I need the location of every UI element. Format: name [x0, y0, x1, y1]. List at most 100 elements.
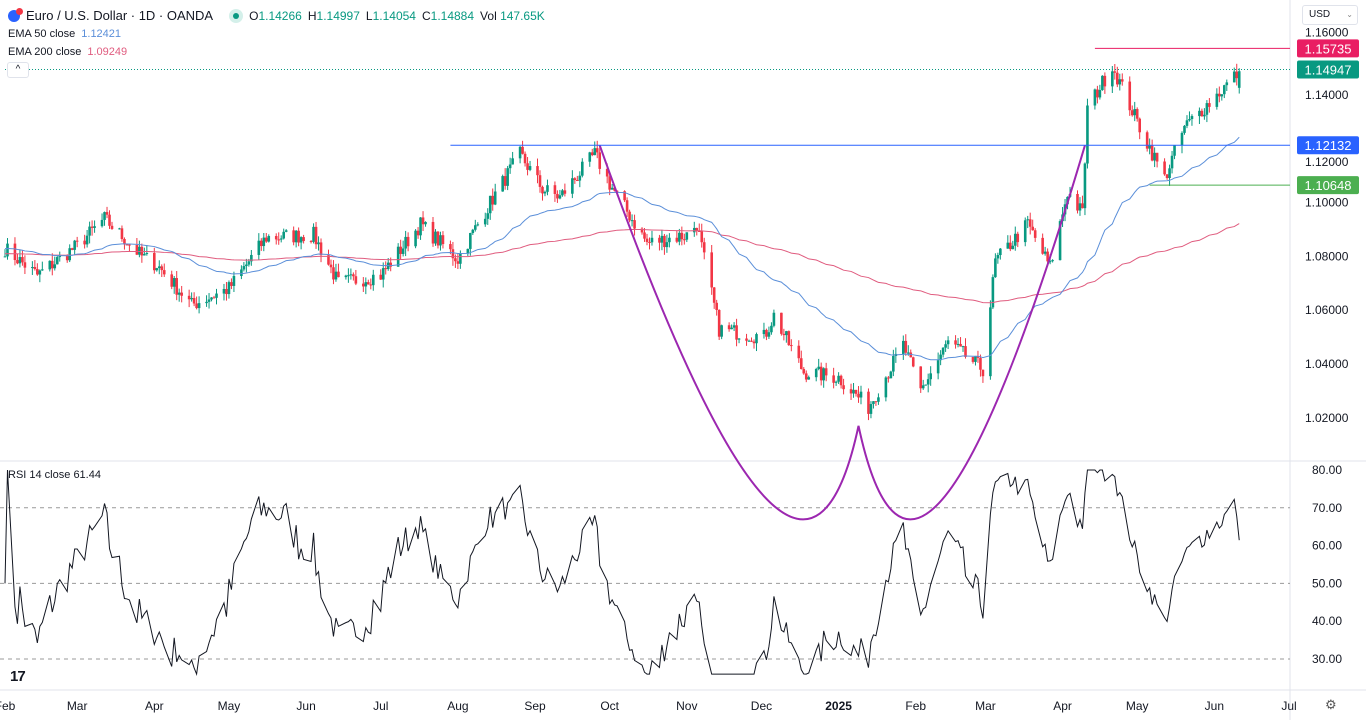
ema50-line [4, 136, 1240, 361]
candle-body [319, 242, 323, 256]
candle-body [571, 178, 574, 194]
candle-body [93, 226, 96, 228]
ema200-label: EMA 200 close [8, 46, 82, 58]
candle-body [1011, 245, 1015, 250]
candle-body [767, 332, 771, 337]
candle-body [623, 191, 626, 201]
candle-body [1033, 230, 1037, 238]
currency-select[interactable]: USD ⌄ [1302, 5, 1358, 25]
candle-body [404, 236, 407, 249]
time-tick-label: Feb [905, 699, 926, 713]
collapse-legend-button[interactable]: ^ [7, 62, 29, 78]
price-tick-label: 1.12000 [1305, 155, 1349, 169]
candle-body [175, 278, 178, 295]
eur-usd-flag-icon [8, 7, 23, 22]
candle-body [1111, 71, 1114, 87]
tradingview-logo-icon[interactable]: 17 [10, 668, 26, 685]
candle-body [192, 297, 196, 304]
price-tick-label: 1.08000 [1305, 249, 1349, 263]
candle-body [1138, 118, 1141, 133]
candle-body [279, 238, 283, 240]
candle-body [508, 164, 512, 169]
candle-body [441, 235, 445, 245]
ema50-value: 1.12421 [81, 28, 122, 40]
candle-body [250, 254, 253, 262]
candle-body [683, 239, 686, 241]
candle-body [83, 240, 86, 245]
candle-body [207, 299, 211, 302]
candle-body [439, 235, 442, 246]
currency-label: USD [1309, 9, 1331, 20]
candle-body [1237, 71, 1241, 88]
rsi-tick-label: 80.00 [1312, 463, 1342, 477]
candle-body [21, 257, 24, 263]
candle-body [541, 186, 544, 194]
candle-body [138, 246, 141, 255]
candle-body [309, 241, 313, 243]
candle-body [817, 366, 820, 370]
candle-body [379, 274, 383, 280]
ohlc-high: H1.14997 [307, 8, 360, 23]
candle-body [284, 230, 288, 232]
candle-body [556, 193, 559, 199]
candle-body [630, 220, 634, 222]
level-price-label: 1.15735 [1305, 41, 1352, 56]
candle-body [369, 284, 373, 286]
candle-body [727, 325, 731, 330]
candle-body [581, 161, 584, 176]
chart-legend: Euro / U.S. Dollar · 1D · OANDA O1.14266… [8, 6, 545, 61]
candle-body [518, 146, 522, 159]
level-price-badge [1297, 176, 1359, 195]
time-tick-label: Jun [1205, 699, 1224, 713]
candle-body [297, 230, 300, 243]
ema50-label: EMA 50 close [8, 28, 76, 40]
candle-body [58, 255, 62, 258]
candle-body [939, 354, 942, 361]
candle-body [50, 260, 54, 269]
candle-body [735, 325, 738, 340]
candle-body [294, 230, 298, 243]
time-tick-label: Apr [1053, 699, 1072, 713]
settings-gear-icon[interactable]: ⚙ [1325, 697, 1337, 712]
candle-body [802, 369, 806, 374]
candle-body [770, 325, 773, 333]
ema200-legend[interactable]: EMA 200 close 1.09249 [8, 43, 545, 61]
candle-body [23, 262, 27, 268]
candle-body [807, 377, 811, 380]
candle-body [787, 331, 791, 346]
symbol-title[interactable]: Euro / U.S. Dollar · 1D · OANDA [26, 8, 214, 23]
candle-body [797, 345, 801, 359]
candle-body [814, 369, 818, 378]
candle-body [347, 275, 350, 277]
candle-body [712, 287, 716, 303]
candle-body [362, 283, 365, 287]
candle-body [745, 338, 748, 341]
rsi-tick-label: 50.00 [1312, 576, 1342, 590]
candle-body [1006, 242, 1010, 249]
price-tick-label: 1.06000 [1305, 303, 1349, 317]
candle-body [436, 231, 440, 246]
candle-body [648, 241, 651, 243]
candle-body [523, 153, 527, 164]
candle-body [1023, 220, 1027, 243]
candle-body [852, 389, 855, 394]
candle-body [904, 340, 908, 353]
candle-body [750, 340, 753, 342]
candle-body [1168, 168, 1171, 179]
candle-body [857, 393, 860, 398]
candle-body [55, 257, 59, 265]
candle-body [205, 301, 208, 304]
candle-body [780, 312, 783, 334]
candle-body [170, 274, 174, 287]
candle-body [906, 352, 910, 354]
time-tick-label: Mar [975, 699, 996, 713]
cup-pattern-curve [598, 144, 1086, 521]
candle-body [38, 270, 42, 275]
rsi-legend[interactable]: RSI 14 close 61.44 [8, 469, 101, 481]
candle-body [678, 232, 681, 242]
candle-body [892, 356, 895, 372]
rsi-tick-label: 70.00 [1312, 501, 1342, 515]
candle-body [877, 397, 880, 402]
ema50-legend[interactable]: EMA 50 close 1.12421 [8, 25, 545, 43]
